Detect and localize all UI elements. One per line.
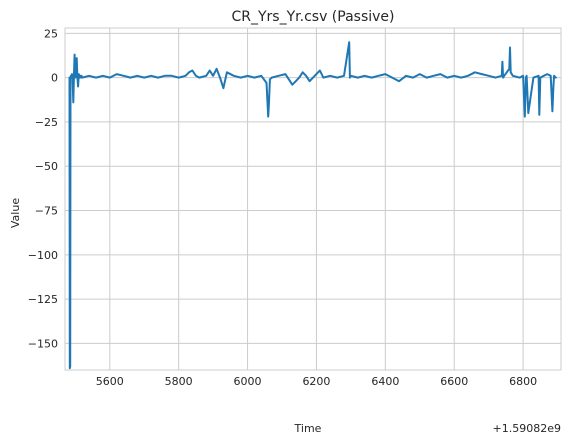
y-tick-label: −75 [35,205,58,218]
y-tick-label: 25 [44,27,58,40]
x-tick-label: 6200 [302,375,330,388]
x-axis-label: Time [294,422,322,435]
x-tick-label: 5800 [165,375,193,388]
series-layer [68,41,557,370]
y-tick-label: −25 [35,116,58,129]
y-tick-labels: 25 0 −25 −50 −75 −100 −125 −150 [28,27,58,350]
series-line [68,41,557,370]
chart-title: CR_Yrs_Yr.csv (Passive) [232,9,395,25]
y-tick-label: −125 [28,293,58,306]
axes-spines [64,27,562,371]
plot-frame [64,27,562,371]
x-offset-text: +1.59082e9 [493,422,561,435]
y-tick-label: −50 [35,160,58,173]
y-tick-label: −150 [28,337,58,350]
x-tick-label: 6600 [440,375,468,388]
grid [65,28,561,370]
x-tick-label: 6400 [371,375,399,388]
x-tick-label: 5600 [96,375,124,388]
y-tick-label: 0 [51,72,58,85]
plot-background [65,28,561,370]
x-tick-label: 6000 [234,375,262,388]
y-tick-label: −100 [28,249,58,262]
y-axis-label: Value [9,198,22,228]
x-tick-label: 6800 [509,375,537,388]
x-tick-labels: 5600 5800 6000 6200 6400 6600 6800 [96,375,537,388]
